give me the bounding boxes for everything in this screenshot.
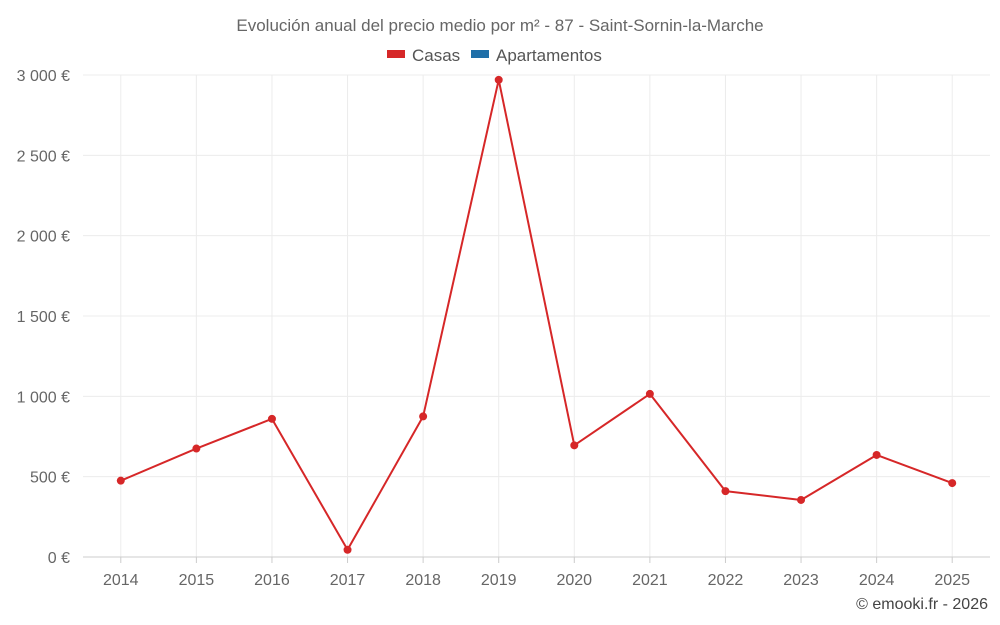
legend-item-apartamentos[interactable]: Apartamentos bbox=[471, 46, 602, 65]
y-tick-label: 500 € bbox=[30, 470, 70, 487]
x-tick-label: 2020 bbox=[556, 572, 592, 589]
data-point-casas[interactable] bbox=[267, 414, 276, 423]
x-tick-label: 2025 bbox=[934, 572, 970, 589]
x-tick-label: 2017 bbox=[330, 572, 366, 589]
grid bbox=[83, 74, 990, 557]
y-tick-label: 2 000 € bbox=[17, 229, 70, 246]
data-point-casas[interactable] bbox=[872, 450, 881, 459]
chart-title: Evolución anual del precio medio por m² … bbox=[236, 16, 763, 35]
data-point-casas[interactable] bbox=[797, 495, 806, 504]
x-tick-label: 2015 bbox=[179, 572, 215, 589]
x-tick-label: 2023 bbox=[783, 572, 819, 589]
data-point-casas[interactable] bbox=[494, 75, 503, 84]
data-point-casas[interactable] bbox=[116, 476, 125, 485]
credit-text: © emooki.fr - 2026 bbox=[856, 596, 988, 613]
y-tick-label: 1 000 € bbox=[17, 389, 70, 406]
x-tick-label: 2024 bbox=[859, 572, 895, 589]
x-tick-label: 2014 bbox=[103, 572, 139, 589]
legend-swatch-apartamentos bbox=[471, 50, 489, 58]
y-tick-label: 2 500 € bbox=[17, 148, 70, 165]
data-point-casas[interactable] bbox=[192, 444, 201, 453]
legend-label-casas: Casas bbox=[412, 46, 460, 65]
data-point-casas[interactable] bbox=[948, 479, 957, 488]
x-tick-label: 2019 bbox=[481, 572, 517, 589]
x-tick-label: 2018 bbox=[405, 572, 441, 589]
legend-swatch-casas bbox=[387, 50, 405, 58]
series-line-casas bbox=[120, 78, 953, 551]
data-point-casas[interactable] bbox=[419, 412, 428, 421]
x-tick-label: 2016 bbox=[254, 572, 290, 589]
x-tick-label: 2021 bbox=[632, 572, 668, 589]
data-point-casas[interactable] bbox=[570, 441, 579, 450]
data-point-casas[interactable] bbox=[645, 389, 654, 398]
axes: 0 € 500 € 1 000 € 1 500 € 2 000 € 2 500 € 3 00… bbox=[17, 68, 990, 589]
data-point-casas[interactable] bbox=[343, 545, 352, 554]
y-tick-label: 1 500 € bbox=[17, 309, 70, 326]
legend-label-apartamentos: Apartamentos bbox=[496, 46, 602, 65]
y-tick-label: 0 € bbox=[48, 550, 70, 567]
data-point-casas[interactable] bbox=[721, 487, 730, 496]
x-tick-label: 2022 bbox=[708, 572, 744, 589]
legend: Casas Apartamentos bbox=[387, 46, 602, 65]
y-tick-label: 3 000 € bbox=[17, 68, 70, 85]
legend-item-casas[interactable]: Casas bbox=[387, 46, 460, 65]
series bbox=[116, 75, 957, 554]
